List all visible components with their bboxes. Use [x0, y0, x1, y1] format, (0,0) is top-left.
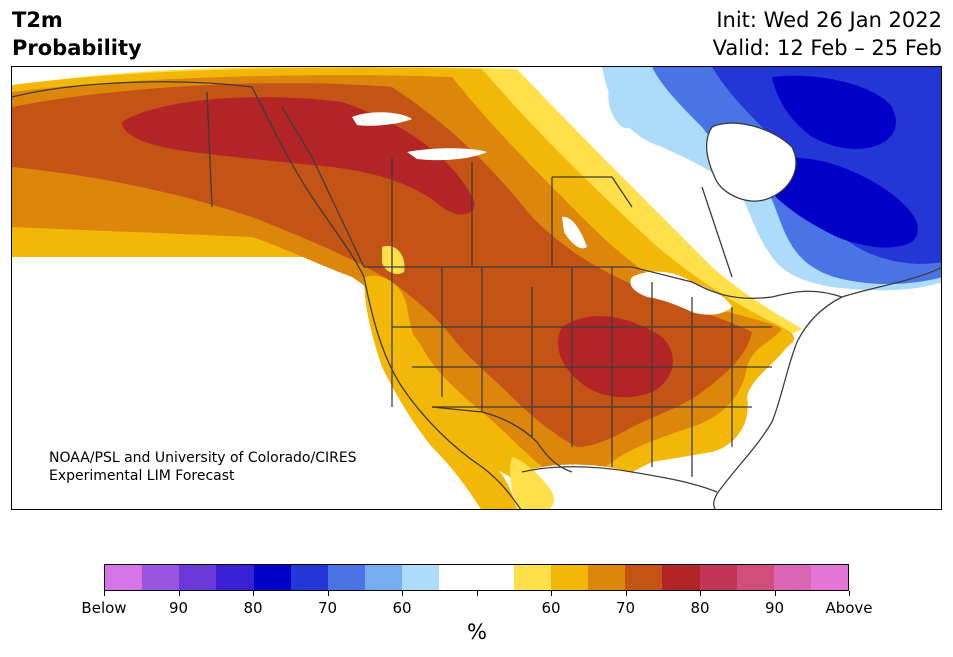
colorbar-swatch	[736, 565, 774, 590]
colorbar-swatch	[476, 565, 514, 590]
colorbar-tick	[625, 591, 627, 596]
colorbar	[104, 564, 849, 591]
colorbar-swatch	[290, 565, 328, 590]
alaska-border	[206, 91, 213, 208]
title-line-2: Probability	[12, 36, 142, 60]
colorbar-tick-label: Above	[825, 599, 873, 617]
colorbar-tick	[327, 591, 329, 596]
us-canada-border	[364, 266, 843, 299]
prob-band-cold-85	[752, 157, 918, 248]
water-bodies	[12, 112, 941, 509]
colorbar-ticks: Below 90 80 70 60 60 70 80 90 Above	[81, 591, 873, 617]
colorbar-tick-label: 60	[392, 599, 412, 617]
gulf-of-mexico	[512, 464, 731, 509]
colorbar-tick	[476, 591, 478, 596]
coastline-east	[713, 267, 941, 509]
colorbar-tick-label: 90	[168, 599, 189, 617]
colorbar-swatch	[550, 565, 589, 590]
credit-text: NOAA/PSL and University of Colorado/CIRE…	[49, 449, 357, 485]
colorbar-tick-label: 70	[317, 599, 338, 617]
date-info: Init: Wed 26 Jan 2022 Valid: 12 Feb – 25…	[713, 6, 942, 62]
map-canvas	[12, 67, 941, 509]
canada-provinces	[281, 106, 733, 278]
prob-band-75	[122, 97, 475, 215]
prob-band-light-pocket	[608, 75, 657, 129]
warm-anomaly-shading	[12, 67, 802, 509]
init-date: Init: Wed 26 Jan 2022	[716, 8, 942, 32]
title-line-1: T2m	[12, 8, 63, 32]
colorbar-tick-label: 70	[615, 599, 636, 617]
great-lakes	[630, 271, 732, 315]
colorbar-tick	[700, 591, 701, 596]
colorbar-unit: %	[467, 620, 487, 644]
credit-line-1: NOAA/PSL and University of Colorado/CIRE…	[49, 450, 357, 466]
colorbar-tick-label: Below	[81, 599, 127, 617]
prob-band-75b	[558, 316, 673, 398]
coastline-west	[12, 81, 522, 509]
country-and-state-borders	[12, 81, 941, 509]
pacific	[12, 257, 480, 509]
colorbar-swatch	[327, 565, 366, 590]
colorbar-tick	[104, 591, 105, 596]
colorbar-tick	[253, 591, 254, 596]
colorbar-swatch	[773, 565, 811, 590]
coastline-gulf	[521, 466, 718, 493]
colorbar-swatch	[216, 565, 254, 590]
coast-band-60	[364, 275, 517, 509]
atlantic	[733, 287, 941, 509]
credit-line-2: Experimental LIM Forecast	[49, 468, 235, 484]
colorbar-tick	[402, 591, 403, 596]
colorbar-tick-label: 80	[690, 599, 710, 617]
cold-anomaly-shading	[602, 67, 941, 291]
colorbar-swatch	[513, 565, 551, 590]
colorbar-tick	[551, 591, 552, 596]
us-mexico-border	[431, 406, 573, 473]
colorbar-swatch	[439, 565, 477, 590]
colorbar-tick	[178, 591, 180, 596]
colorbar-swatch	[142, 565, 180, 590]
colorbar-tick-label: 80	[243, 599, 263, 617]
colorbar-swatch	[699, 565, 737, 590]
us-states-grid	[391, 267, 772, 477]
prob-band-cold-90	[772, 75, 896, 149]
colorbar-tick-label: 60	[541, 599, 561, 617]
colorbar-swatch	[810, 565, 849, 590]
colorbar-swatch	[402, 565, 440, 590]
colorbar-tick	[774, 591, 776, 596]
hudson-bay	[706, 123, 796, 202]
hudson-bay-shore	[705, 122, 797, 202]
great-slave-lake	[407, 148, 487, 161]
valid-date: Valid: 12 Feb – 25 Feb	[712, 36, 942, 60]
colorbar-swatch	[179, 565, 217, 590]
colorbar-swatch	[253, 565, 291, 590]
pacific-coast-shading	[364, 275, 554, 509]
colorbar-tick	[849, 591, 850, 596]
colorbar-swatch	[588, 565, 626, 590]
lake-winnipeg	[562, 216, 587, 249]
colorbar-tick-label: 90	[764, 599, 785, 617]
colorbar-swatch	[365, 565, 403, 590]
colorbar-swatch	[662, 565, 700, 590]
colorbar-swatch	[105, 565, 143, 590]
lake-athabasca	[352, 112, 412, 126]
baja-band	[509, 457, 554, 509]
probability-map	[11, 66, 942, 510]
chart-title: T2m Probability	[12, 6, 142, 62]
colorbar-swatch	[625, 565, 663, 590]
